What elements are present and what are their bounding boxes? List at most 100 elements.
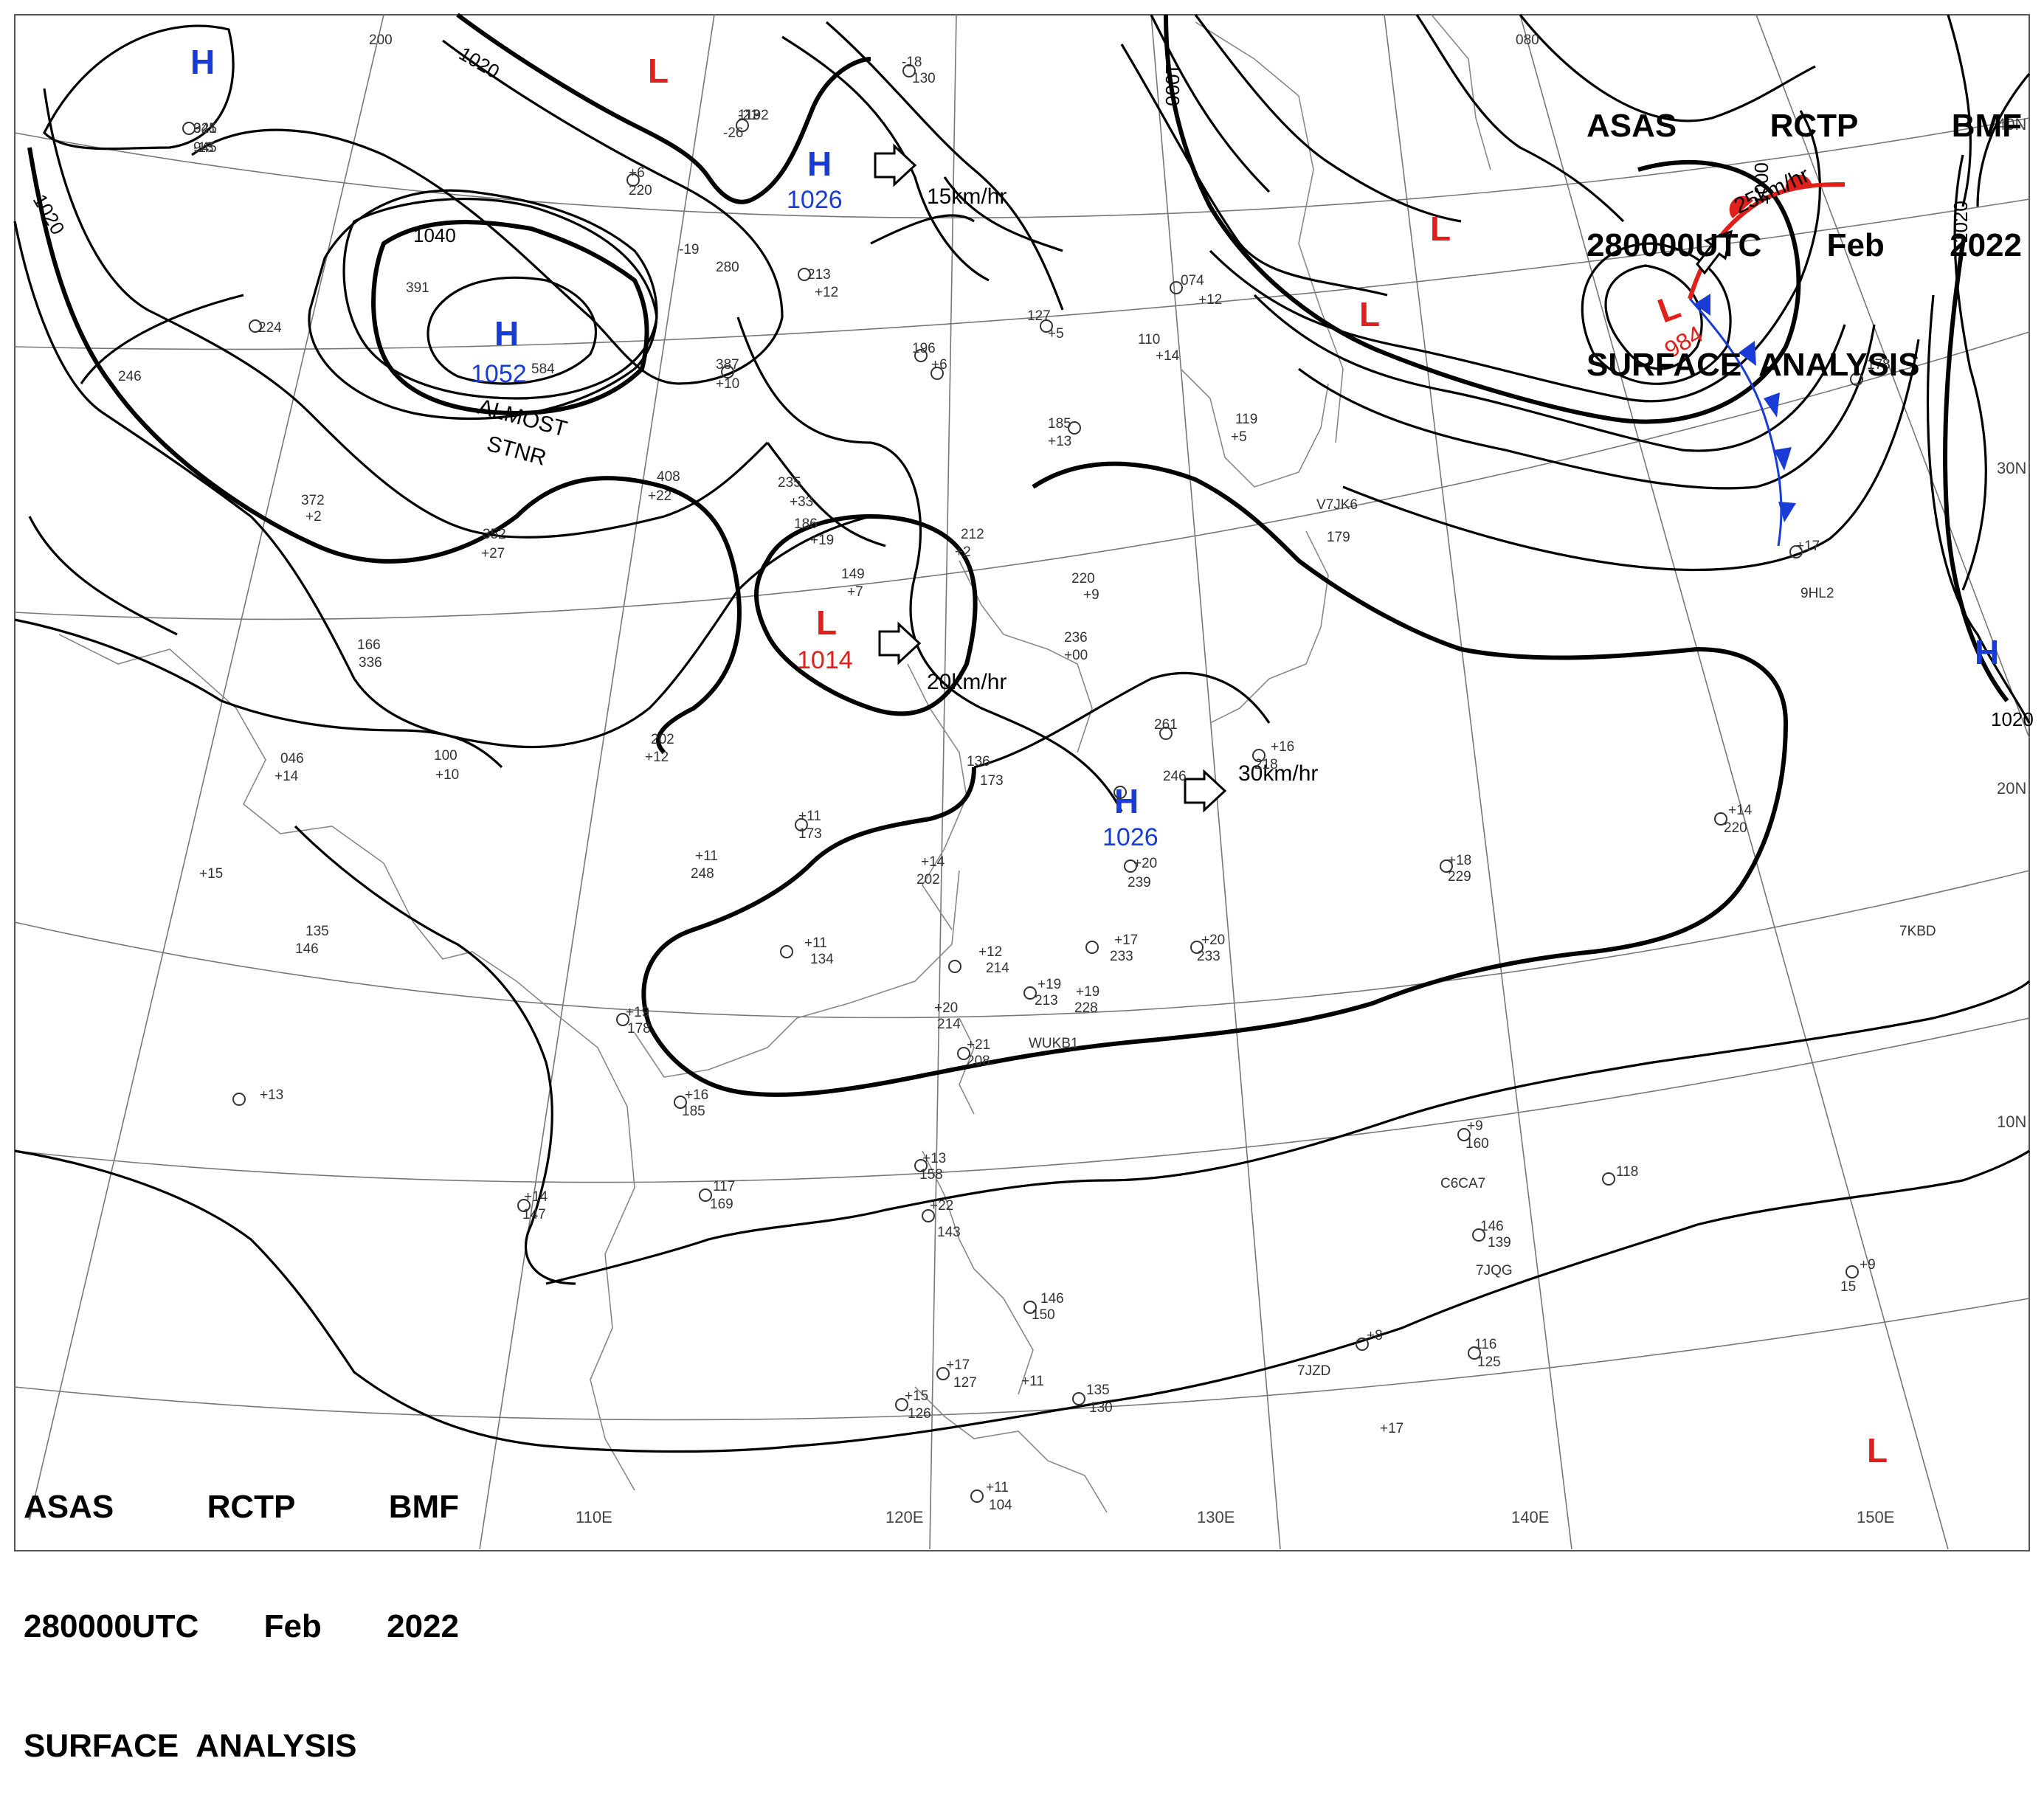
station-circle	[902, 64, 916, 77]
arrow-h1026-south	[1184, 769, 1227, 813]
station-circle	[1068, 421, 1081, 435]
station-value: 113	[738, 108, 760, 123]
station-value: 173	[980, 773, 1004, 789]
station-value: 136	[967, 754, 990, 769]
station-value: 147	[522, 1207, 546, 1222]
station-value: +19	[1037, 977, 1061, 992]
station-value: 139	[1488, 1235, 1511, 1250]
station-circle	[895, 1398, 908, 1411]
station-value: +14	[1728, 803, 1753, 818]
callsign: C6CA7	[1440, 1176, 1485, 1191]
station-value: 186	[794, 516, 818, 532]
low-letter: L	[648, 52, 669, 90]
high-letter: H	[1114, 782, 1139, 820]
station-value: -19	[679, 242, 699, 257]
station-circle	[1124, 859, 1137, 873]
station-value: 246	[118, 369, 142, 384]
station-value: +6	[931, 357, 947, 373]
station-value: 178	[1867, 357, 1891, 373]
station-circle	[699, 1189, 712, 1202]
station-value: 584	[531, 361, 555, 377]
high-letter: H	[807, 145, 832, 183]
station-circle	[1159, 727, 1173, 740]
isobar-label: 1000	[1750, 162, 1772, 205]
station-value: +21	[967, 1037, 990, 1053]
title-row-1: ASAS RCTP BMF	[24, 1487, 459, 1527]
station-value: 130	[1089, 1400, 1113, 1416]
title-row-3: SURFACE ANALYSIS	[1586, 347, 1920, 383]
station-value: +00	[1064, 648, 1088, 663]
isobar-label: 1020	[455, 42, 503, 83]
station-value: +22	[648, 488, 671, 504]
title-office: BMF	[388, 1489, 459, 1525]
station-value: 280	[716, 260, 739, 275]
station-value: 185	[1048, 416, 1071, 432]
station-value: 074	[1181, 273, 1204, 288]
station-circle	[1023, 1301, 1037, 1314]
station-value: +6	[629, 165, 645, 181]
station-value: +19	[1076, 984, 1099, 1000]
station-value: 336	[359, 655, 382, 671]
station-value: +20	[1133, 856, 1157, 871]
callsign: 7JQG	[1476, 1263, 1513, 1279]
station-circle	[930, 367, 944, 380]
title-block-top: ASAS RCTP BMF 280000UTC Feb 2022 SURFACE…	[1586, 27, 2022, 425]
callsign: V7JK6	[1316, 497, 1358, 513]
station-value: 146	[1480, 1219, 1504, 1234]
station-value: 202	[651, 732, 674, 747]
station-value: 135	[305, 924, 329, 939]
station-value: +17	[1114, 933, 1138, 948]
latitude-label: 40N	[1997, 115, 2026, 134]
station-value: +10	[435, 767, 459, 783]
station-value: 218	[1254, 757, 1278, 772]
station-value: 945	[193, 121, 217, 136]
title-row-2: 280000UTC Feb 2022	[1586, 226, 2022, 266]
station-circle	[1252, 749, 1266, 762]
station-value: 134	[810, 952, 834, 967]
station-value: 352	[483, 527, 506, 542]
station-value: 248	[691, 866, 714, 882]
high-value: 1026	[1102, 823, 1159, 851]
station-value: 196	[912, 341, 936, 356]
title-block-bottom: ASAS RCTP BMF 280000UTC Feb 2022 SURFACE…	[24, 1408, 459, 1806]
station-circle	[1040, 319, 1053, 333]
station-circle	[780, 945, 793, 958]
arrow-l1014	[878, 621, 922, 665]
station-circle	[1850, 373, 1863, 386]
arrow-l984	[1696, 229, 1733, 275]
station-value: -26	[723, 125, 743, 141]
station-value: 372	[301, 493, 325, 508]
high-letter: H	[1975, 633, 1999, 671]
station-value: +5	[1231, 429, 1247, 445]
station-value: 173	[798, 826, 822, 842]
station-value: +12	[978, 944, 1002, 960]
station-circle	[914, 349, 928, 362]
station-value: +15	[905, 1388, 928, 1404]
station-value: 178	[627, 1021, 651, 1037]
station-value: 229	[1448, 869, 1471, 885]
station-value: 150	[1032, 1307, 1055, 1323]
station-circle	[626, 173, 640, 187]
station-value: 179	[1327, 530, 1350, 545]
station-value: +2	[305, 509, 322, 525]
arrow-h1026-north	[874, 143, 917, 187]
station-value: 119	[1235, 412, 1257, 427]
speed-label: 15km/hr	[927, 184, 1007, 209]
station-value: 110	[1138, 332, 1160, 347]
station-value: 408	[657, 469, 680, 485]
station-circle	[736, 119, 749, 132]
station-value: +9	[1467, 1118, 1483, 1134]
latitude-label: 20N	[1997, 779, 2026, 798]
station-value: 220	[1071, 571, 1095, 587]
isobar-label: 1000	[1161, 63, 1184, 106]
meridians	[29, 14, 2030, 1550]
station-value: +11	[695, 848, 718, 864]
low-letter: L	[1867, 1431, 1888, 1470]
station-value: 15	[1840, 1279, 1856, 1295]
station-value: +17	[1380, 1421, 1403, 1436]
station-value: +13	[1048, 434, 1071, 449]
station-value: +11	[798, 809, 821, 824]
title-product: ASAS	[1586, 108, 1677, 144]
callsign: 7KBD	[1899, 924, 1936, 939]
